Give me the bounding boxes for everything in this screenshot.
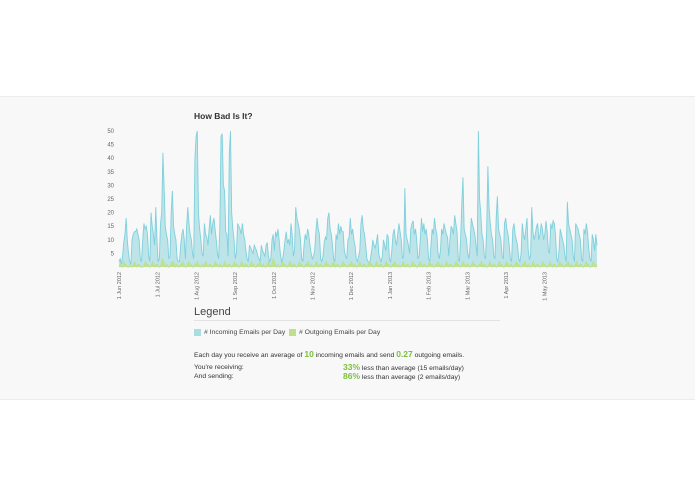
x-tick-label: 1 Jun 2012 (117, 272, 123, 299)
x-tick-label: 1 May 2013 (543, 272, 549, 301)
y-tick-label: 45 (107, 143, 114, 149)
receiving-percent: 33% (343, 362, 361, 372)
x-tick-label: 1 Jul 2012 (156, 272, 162, 297)
y-tick-label: 50 (107, 129, 114, 135)
x-tick-label: 1 Apr 2013 (504, 272, 510, 299)
outgoing-average: 0.27 (396, 349, 413, 359)
summary-middle: incoming emails and send (313, 352, 397, 359)
average-summary: Each day you receive an average of 10 in… (194, 349, 464, 359)
outgoing-swatch (289, 329, 296, 336)
y-tick-label: 40 (107, 156, 114, 162)
x-axis: 1 Jun 2012 1 Jul 2012 1 Aug 2012 1 Sep 2012… (117, 272, 549, 301)
y-tick-label: 30 (107, 183, 114, 189)
x-tick-label: 1 Dec 2012 (349, 272, 355, 300)
outgoing-line (118, 257, 598, 269)
incoming-line (118, 130, 598, 266)
summary-prefix: Each day you receive an average of (194, 352, 305, 359)
x-tick-label: 1 Nov 2012 (311, 272, 317, 300)
receiving-label: You're receiving: (194, 364, 244, 371)
y-tick-label: 10 (107, 238, 114, 244)
y-tick-label: 35 (107, 170, 114, 176)
incoming-average: 10 (304, 349, 314, 359)
x-tick-label: 1 Mar 2013 (465, 272, 471, 300)
x-tick-label: 1 Aug 2012 (194, 272, 200, 300)
email-volume-chart: 5 10 15 20 25 30 35 40 45 50 1 Jun 2012 1 Jul 2012… (107, 129, 598, 301)
sending-label: And sending: (194, 373, 234, 380)
y-tick-label: 15 (107, 224, 114, 230)
legend-outgoing-label: # Outgoing Emails per Day (299, 329, 381, 336)
receiving-value: 33% less than average (15 emails/day) (343, 362, 464, 372)
incoming-swatch (194, 329, 201, 336)
x-tick-label: 1 Sep 2012 (233, 272, 239, 300)
sending-percent: 86% (343, 371, 361, 381)
legend-heading: Legend (194, 306, 231, 318)
chart-title: How Bad Is It? (194, 111, 253, 121)
y-axis: 5 10 15 20 25 30 35 40 45 50 (107, 129, 114, 257)
sending-text: less than average (2 emails/day) (360, 374, 461, 381)
legend-divider (194, 320, 500, 321)
legend-item-incoming: # Incoming Emails per Day (194, 329, 285, 336)
outgoing-series (118, 257, 598, 269)
y-tick-label: 25 (107, 197, 114, 203)
x-tick-label: 1 Feb 2013 (427, 272, 433, 300)
sending-value: 86% less than average (2 emails/day) (343, 371, 460, 381)
incoming-area (119, 131, 597, 267)
legend-item-outgoing: # Outgoing Emails per Day (289, 329, 380, 336)
y-tick-label: 5 (111, 251, 115, 257)
summary-suffix: outgoing emails. (412, 352, 465, 359)
x-tick-label: 1 Jan 2013 (388, 272, 394, 299)
receiving-text: less than average (15 emails/day) (360, 365, 464, 372)
incoming-series (118, 130, 598, 267)
x-tick-label: 1 Oct 2012 (272, 272, 278, 299)
y-tick-label: 20 (107, 211, 114, 217)
legend-incoming-label: # Incoming Emails per Day (204, 329, 286, 336)
